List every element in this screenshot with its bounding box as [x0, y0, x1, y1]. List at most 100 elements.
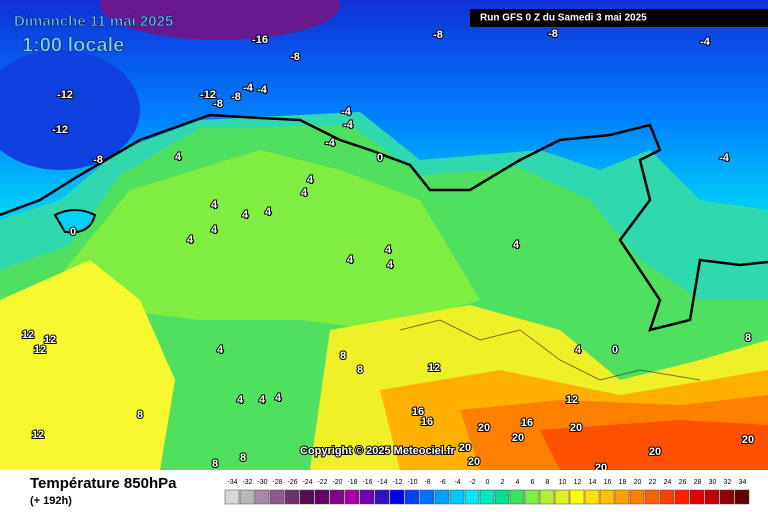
scale-value: -30: [257, 479, 267, 486]
contour-label: 4: [385, 244, 392, 256]
contour-label: 12: [428, 362, 440, 374]
contour-label: 4: [301, 187, 308, 199]
contour-label: 8: [357, 364, 363, 376]
scale-swatch: [494, 489, 510, 505]
scale-value: 6: [531, 479, 535, 486]
scale-swatch: [284, 489, 300, 505]
legend-subtitle: (+ 192h): [30, 495, 72, 507]
scale-swatch: [479, 489, 495, 505]
contour-label: -16: [252, 34, 268, 46]
scale-value: -2: [469, 479, 475, 486]
contour-label: 12: [22, 329, 34, 341]
scale-swatch: [719, 489, 735, 505]
scale-value: 8: [546, 479, 550, 486]
contour-label: 4: [175, 151, 182, 163]
contour-label: 4: [187, 234, 194, 246]
scale-value: -16: [362, 479, 372, 486]
scale-value: 4: [516, 479, 520, 486]
scale-swatch: [509, 489, 525, 505]
contour-label: -8: [290, 51, 300, 63]
scale-value: 18: [619, 479, 627, 486]
contour-label: 4: [307, 174, 314, 186]
contour-label: 12: [32, 429, 44, 441]
scale-swatch: [689, 489, 705, 505]
scale-value: 22: [649, 479, 657, 486]
contour-label: -8: [433, 29, 443, 41]
contour-label: 4: [513, 239, 520, 251]
contour-label: 16: [521, 417, 533, 429]
scale-swatch: [599, 489, 615, 505]
contour-label: -4: [343, 119, 354, 131]
scale-value: 26: [679, 479, 687, 486]
contour-label: 4: [387, 259, 394, 271]
scale-swatch: [569, 489, 585, 505]
scale-value: -4: [454, 479, 460, 486]
scale-value: -28: [272, 479, 282, 486]
scale-value: -34: [227, 479, 237, 486]
scale-swatch: [404, 489, 420, 505]
scale-value: -8: [424, 479, 430, 486]
scale-value: -22: [317, 479, 327, 486]
contour-label: 16: [412, 406, 424, 418]
scale-swatch: [584, 489, 600, 505]
scale-swatch: [419, 489, 435, 505]
contour-label: -8: [548, 28, 558, 40]
scale-swatch: [344, 489, 360, 505]
forecast-date: Dimanche 11 mai 2025: [14, 13, 173, 30]
contour-label: 12: [34, 344, 46, 356]
contour-label: 20: [468, 456, 480, 468]
contour-label: 20: [742, 434, 754, 446]
scale-swatch: [539, 489, 555, 505]
contour-label: -4: [257, 84, 268, 96]
scale-swatch: [704, 489, 720, 505]
contour-label: 4: [275, 392, 282, 404]
scale-swatch: [524, 489, 540, 505]
scale-swatch: [374, 489, 390, 505]
scale-swatch: [224, 489, 240, 505]
scale-swatch: [464, 489, 480, 505]
scale-value: 30: [709, 479, 717, 486]
scale-swatch: [659, 489, 675, 505]
scale-swatch: [389, 489, 405, 505]
scale-swatch: [734, 489, 750, 505]
scale-value: -20: [332, 479, 342, 486]
contour-label: 12: [44, 334, 56, 346]
contour-label: -12: [57, 89, 73, 101]
contour-label: 20: [512, 432, 524, 444]
contour-label: -12: [52, 124, 68, 136]
scale-value: -26: [287, 479, 297, 486]
contour-label: 20: [649, 446, 661, 458]
scale-swatch: [434, 489, 450, 505]
scale-swatch: [554, 489, 570, 505]
scale-value: -24: [302, 479, 312, 486]
scale-swatch: [674, 489, 690, 505]
contour-label: 20: [478, 422, 490, 434]
contour-label: 4: [242, 209, 249, 221]
contour-label: 4: [265, 206, 272, 218]
color-scale: -34 -32 -30 -28 -26 -24 -22 -20 -18 -16 -14 -12 -10-…: [224, 479, 750, 505]
scale-value: 0: [486, 479, 490, 486]
contour-labels: -16-8-8 -8-4-12 -8-4 -4-8-12-12-8-4-4-40 -44…: [21, 27, 755, 475]
scale-value: 24: [664, 479, 672, 486]
scale-swatch: [629, 489, 645, 505]
map-background: [0, 0, 768, 470]
scale-swatch: [644, 489, 660, 505]
contour-label: 0: [70, 226, 76, 238]
contour-label: 4: [217, 344, 224, 356]
scale-value: -18: [347, 479, 357, 486]
contour-label: 4: [211, 199, 218, 211]
contour-label: 8: [745, 332, 751, 344]
scale-swatch: [254, 489, 270, 505]
scale-value: -10: [407, 479, 417, 486]
contour-label: -8: [93, 154, 103, 166]
contour-label: 8: [340, 350, 346, 362]
run-info: Run GFS 0 Z du Samedi 3 mai 2025: [480, 13, 647, 24]
run-box: [470, 9, 768, 27]
copyright: Copyright © 2025 Meteociel.fr: [300, 445, 456, 457]
contour-label: 4: [237, 394, 244, 406]
scale-value: -12: [392, 479, 402, 486]
contour-label: -4: [700, 36, 711, 48]
scale-value: 20: [634, 479, 642, 486]
scale-swatch: [359, 489, 375, 505]
contour-label: 8: [137, 409, 143, 421]
